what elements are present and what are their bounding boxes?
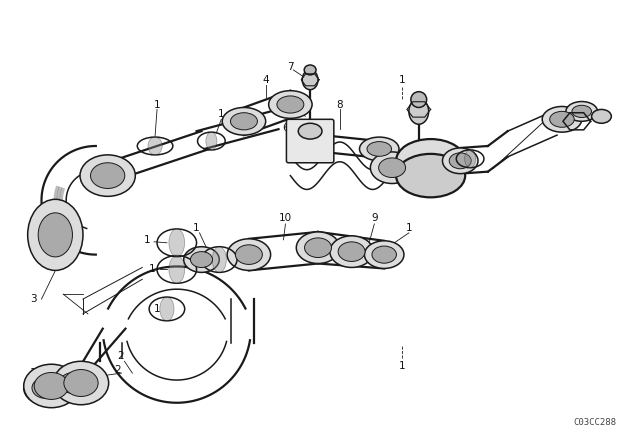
Text: 1: 1: [154, 304, 161, 314]
Ellipse shape: [80, 155, 135, 196]
Text: 1: 1: [30, 368, 37, 378]
Text: C03CC288: C03CC288: [573, 418, 616, 427]
Ellipse shape: [305, 238, 332, 258]
Ellipse shape: [51, 366, 95, 400]
Ellipse shape: [28, 199, 83, 271]
Text: 1: 1: [218, 109, 225, 119]
Text: 5: 5: [292, 96, 299, 107]
Ellipse shape: [338, 242, 365, 262]
Ellipse shape: [296, 232, 340, 263]
Ellipse shape: [60, 373, 86, 393]
Ellipse shape: [364, 241, 404, 268]
Ellipse shape: [269, 90, 312, 118]
Text: 1: 1: [148, 264, 156, 275]
Text: 10: 10: [279, 213, 292, 223]
Ellipse shape: [24, 364, 79, 408]
Ellipse shape: [379, 158, 406, 177]
Ellipse shape: [371, 152, 414, 184]
Ellipse shape: [572, 105, 591, 117]
Ellipse shape: [360, 137, 399, 161]
Ellipse shape: [230, 113, 257, 130]
Ellipse shape: [449, 153, 471, 169]
Ellipse shape: [591, 109, 611, 123]
Ellipse shape: [277, 96, 304, 113]
Ellipse shape: [191, 252, 212, 267]
Ellipse shape: [566, 102, 598, 121]
Ellipse shape: [442, 148, 478, 174]
Text: 4: 4: [262, 75, 269, 85]
Ellipse shape: [206, 132, 217, 150]
Text: 9: 9: [371, 213, 378, 223]
Ellipse shape: [212, 247, 227, 272]
Ellipse shape: [53, 361, 109, 405]
Ellipse shape: [409, 99, 429, 124]
Ellipse shape: [90, 163, 125, 189]
Ellipse shape: [465, 150, 476, 168]
Ellipse shape: [169, 229, 185, 257]
Ellipse shape: [38, 213, 72, 257]
Ellipse shape: [169, 256, 185, 283]
Ellipse shape: [222, 108, 266, 135]
Ellipse shape: [34, 372, 68, 400]
Ellipse shape: [160, 297, 174, 321]
Ellipse shape: [330, 236, 373, 267]
Text: 1: 1: [406, 223, 412, 233]
Text: 3: 3: [30, 294, 37, 304]
Text: 1: 1: [144, 235, 150, 245]
Text: 1: 1: [399, 75, 405, 85]
Ellipse shape: [302, 70, 318, 90]
Ellipse shape: [367, 142, 392, 156]
Text: 8: 8: [337, 99, 343, 109]
Text: 6: 6: [282, 123, 289, 133]
Ellipse shape: [396, 139, 465, 182]
Text: 2: 2: [114, 365, 121, 375]
Ellipse shape: [24, 371, 67, 405]
Ellipse shape: [64, 370, 98, 396]
Ellipse shape: [236, 245, 262, 264]
Ellipse shape: [372, 246, 396, 263]
Ellipse shape: [396, 154, 465, 197]
Text: 2: 2: [117, 351, 124, 362]
Ellipse shape: [550, 112, 574, 127]
Ellipse shape: [411, 92, 427, 108]
Ellipse shape: [148, 137, 162, 155]
Ellipse shape: [184, 247, 220, 272]
Ellipse shape: [227, 239, 271, 271]
Ellipse shape: [298, 123, 322, 139]
Text: 1: 1: [193, 223, 200, 233]
FancyBboxPatch shape: [287, 119, 334, 163]
Ellipse shape: [542, 107, 582, 132]
Text: 1: 1: [154, 99, 161, 109]
Text: 7: 7: [287, 62, 294, 72]
Ellipse shape: [32, 378, 59, 398]
Ellipse shape: [304, 65, 316, 75]
Text: 1: 1: [399, 361, 405, 371]
